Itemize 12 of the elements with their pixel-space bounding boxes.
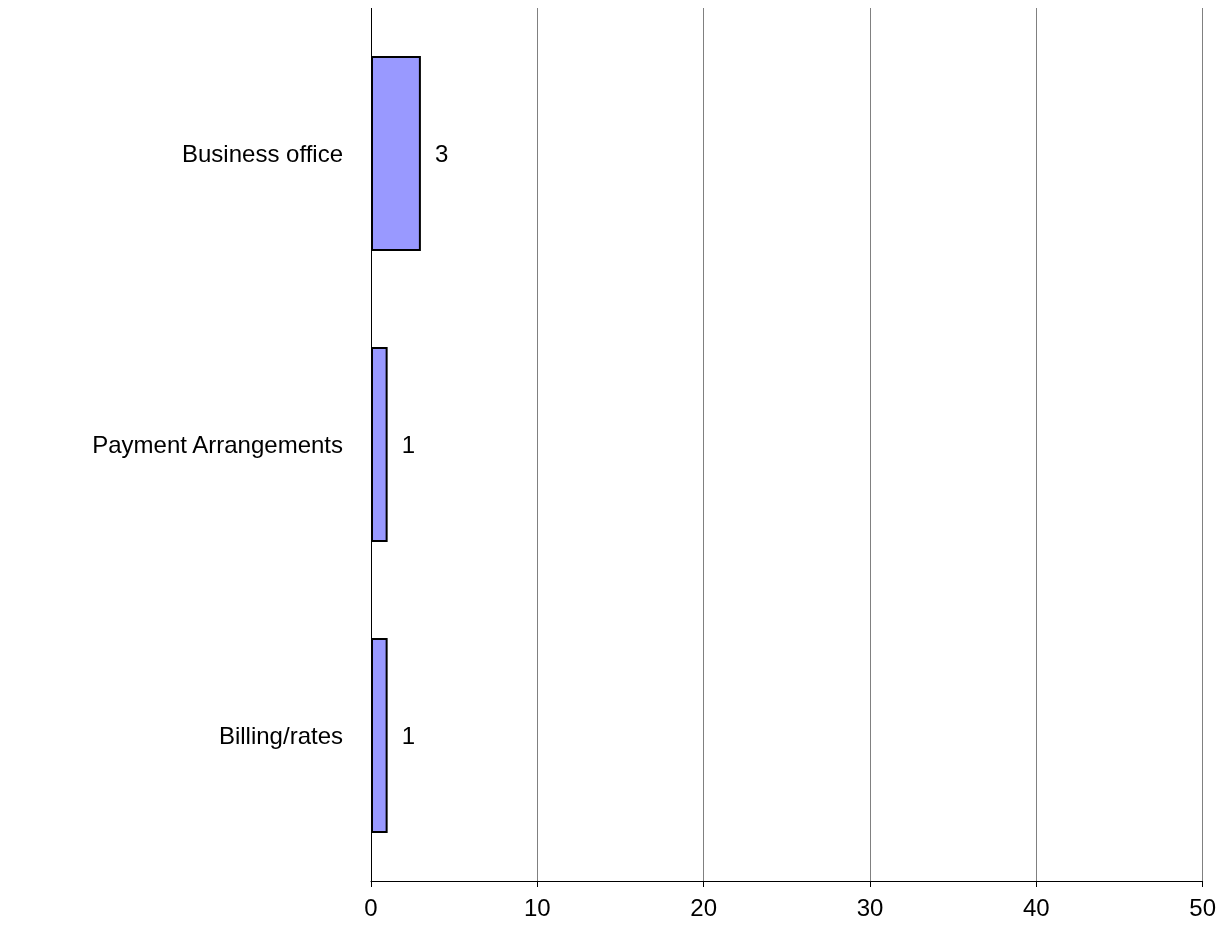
y-tick-label: Business office bbox=[182, 140, 343, 167]
x-tick-label: 20 bbox=[690, 893, 718, 921]
y-tick-label: Payment Arrangements bbox=[92, 431, 343, 458]
x-tick-label: 50 bbox=[1189, 893, 1216, 921]
x-tick-label: 10 bbox=[523, 893, 551, 921]
x-tick-label: 40 bbox=[1022, 893, 1050, 921]
y-tick-label: Billing/rates bbox=[218, 722, 343, 749]
x-tick-label: 0 bbox=[364, 893, 378, 921]
data-label: 1 bbox=[401, 431, 415, 458]
data-label: 3 bbox=[434, 140, 449, 167]
x-tick-label: 30 bbox=[856, 893, 884, 921]
data-label: 1 bbox=[401, 722, 415, 749]
